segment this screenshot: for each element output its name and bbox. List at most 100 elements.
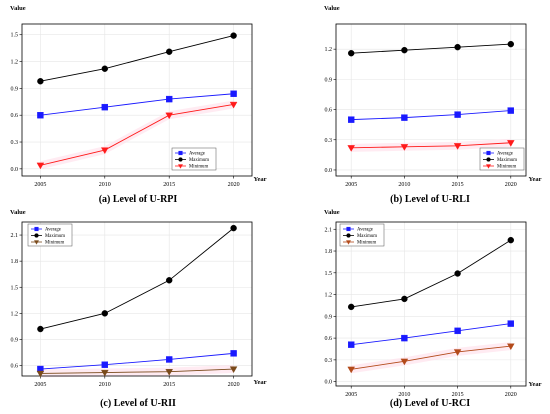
y-tick-label: 0.3 <box>325 358 333 364</box>
legend-marker-average <box>178 150 183 156</box>
x-axis-title: Year <box>254 379 267 386</box>
series-line-average <box>40 352 234 370</box>
y-tick-label: 1.5 <box>325 271 333 277</box>
data-point-maximum <box>507 40 514 48</box>
data-point-average <box>401 114 408 121</box>
legend-marker-shape <box>486 164 491 169</box>
data-point-average <box>165 95 173 103</box>
data-point-minimum <box>36 162 45 170</box>
chart-panel-c: 0.6 0.9 1.2 1.5 1.8 2.1 2005 2010 2015 2020 Value Y… <box>10 209 267 409</box>
x-tick-label: 2005 <box>34 382 46 388</box>
data-point-minimum <box>453 143 462 150</box>
legend-marker-minimum <box>486 164 491 169</box>
y-tick-label: 0.0 <box>325 380 333 386</box>
legend-marker-maximum <box>486 157 491 162</box>
legend-marker-shape <box>178 164 183 169</box>
x-tick-label: 2020 <box>505 392 517 398</box>
legend-label-average: Average <box>497 152 513 157</box>
data-point-minimum <box>507 140 515 147</box>
data-point-minimum <box>101 369 109 377</box>
y-tick-label: 1.5 <box>11 285 19 291</box>
legend-marker-shape <box>34 233 39 238</box>
y-tick-label: 1.2 <box>11 311 19 317</box>
x-axis-title: Year <box>529 176 542 183</box>
data-point-minimum <box>507 343 515 351</box>
data-point-minimum <box>165 369 173 376</box>
data-point-maximum <box>348 303 355 311</box>
legend-label-maximum: Maximum <box>45 234 65 239</box>
x-tick-label: 2010 <box>398 392 410 398</box>
data-point-minimum <box>101 147 109 155</box>
series-line-average <box>351 323 511 346</box>
legend-marker-maximum <box>178 157 183 162</box>
data-point-average <box>348 116 355 123</box>
minimum-band <box>351 138 511 152</box>
series-line-maximum <box>40 35 234 82</box>
legend-marker-minimum <box>346 240 351 245</box>
data-point-minimum <box>400 144 409 151</box>
legend-label-minimum: Minimum <box>357 241 376 246</box>
data-point-average <box>454 327 461 335</box>
data-point-maximum <box>401 295 408 303</box>
y-tick-label: 0.9 <box>11 86 19 92</box>
series-line-average <box>40 93 234 116</box>
y-tick-label: 1.5 <box>11 33 19 39</box>
x-axis-title: Year <box>254 176 267 183</box>
y-tick-label: 0.6 <box>325 336 333 342</box>
x-tick-label: 2005 <box>345 392 357 398</box>
panel-caption: (c) Level of U-RII <box>100 398 176 409</box>
legend-label-maximum: Maximum <box>189 158 209 163</box>
y-tick-label: 0.6 <box>11 113 19 119</box>
y-tick-label: 2.1 <box>325 227 333 233</box>
legend-box <box>27 223 73 247</box>
data-point-maximum <box>230 224 237 232</box>
series-line-minimum <box>351 345 511 370</box>
minimum-band <box>40 365 234 378</box>
legend-label-average: Average <box>189 152 205 157</box>
legend-marker-minimum <box>178 164 183 169</box>
legend-marker-average <box>34 226 39 232</box>
legend-label-minimum: Minimum <box>497 165 516 170</box>
plot-frame <box>21 23 253 177</box>
data-point-maximum <box>37 325 44 333</box>
y-tick-label: 0.0 <box>11 167 19 173</box>
y-tick-label: 1.8 <box>325 249 333 255</box>
data-point-average <box>348 341 355 348</box>
y-tick-label: 0.3 <box>11 140 19 146</box>
chart-panel-d: 0.0 0.3 0.6 0.9 1.2 1.5 1.8 2.1 2005 2010 2015 2020… <box>324 209 542 409</box>
x-tick-label: 2005 <box>34 182 46 188</box>
legend-label-maximum: Maximum <box>497 158 517 163</box>
y-tick-label: 0.3 <box>325 138 333 144</box>
series-line-maximum <box>351 43 511 54</box>
series-line-maximum <box>351 239 512 308</box>
data-point-average <box>230 90 237 97</box>
minimum-band <box>40 100 234 170</box>
legend-marker-average <box>486 150 491 156</box>
x-tick-label: 2015 <box>452 182 464 188</box>
data-point-maximum <box>165 48 173 55</box>
y-tick-label: 1.2 <box>325 47 333 53</box>
data-point-average <box>507 107 514 114</box>
legend-marker-shape <box>346 240 351 245</box>
y-tick-label: 0.6 <box>11 364 19 370</box>
data-point-average <box>230 350 237 357</box>
y-tick-label: 0.6 <box>325 108 333 114</box>
chart-panel-b: 0.0 0.3 0.6 0.9 1.2 2005 2010 2015 2020 Value Year… <box>324 5 542 205</box>
legend-marker-shape <box>486 150 491 156</box>
y-tick-label: 0.0 <box>325 168 333 174</box>
plot-frame <box>335 221 527 387</box>
legend-marker-average <box>346 226 351 232</box>
legend-marker-shape <box>34 226 39 232</box>
data-point-average <box>401 334 408 342</box>
x-tick-label: 2020 <box>505 182 517 188</box>
data-point-maximum <box>101 310 109 317</box>
y-tick-label: 1.2 <box>11 60 19 66</box>
y-axis-title: Value <box>10 209 26 216</box>
y-tick-label: 0.9 <box>325 314 333 320</box>
y-tick-label: 0.9 <box>11 337 19 343</box>
x-tick-label: 2005 <box>345 182 357 188</box>
x-tick-label: 2015 <box>163 382 175 388</box>
